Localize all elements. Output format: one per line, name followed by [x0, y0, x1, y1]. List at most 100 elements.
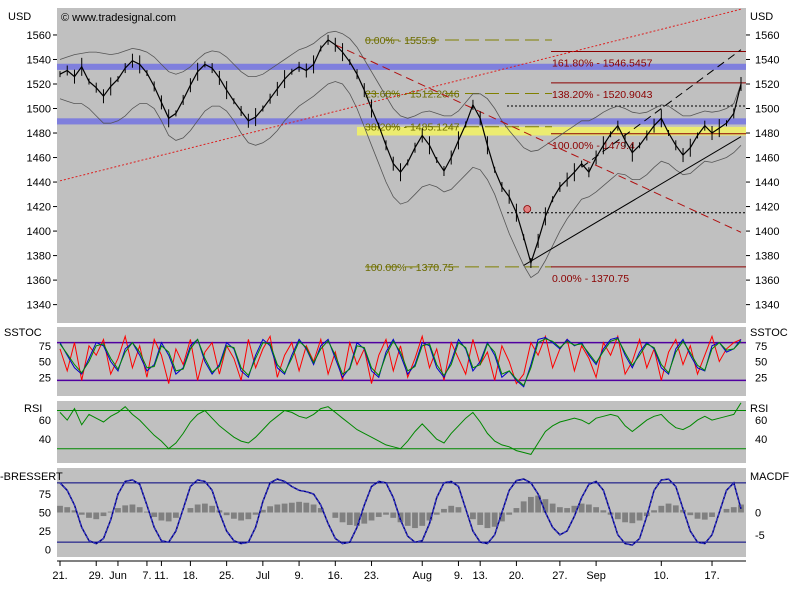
macd-hist-bar [636, 512, 643, 521]
fib-extension-label-2: 100.00% - 1479.4 [552, 140, 635, 152]
price-ytick-label-left: 1500 [27, 104, 51, 116]
source-label: © www.tradesignal.com [61, 12, 176, 24]
macd-hist-bar [375, 512, 382, 517]
macd-hist-bar [499, 512, 505, 522]
yellow-band [357, 126, 746, 136]
macd-hist-bar [455, 507, 462, 513]
sstoc-ytick-label-left: 25 [39, 372, 51, 384]
macdf-ytick-label: -5 [755, 530, 765, 542]
price-ytick-label-right: 1340 [755, 300, 779, 312]
rsi-ytick-label-left: 60 [39, 415, 51, 427]
macd-hist-bar [57, 505, 63, 513]
bressert-ytick-label: 50 [39, 508, 51, 520]
macd-hist-bar [426, 512, 433, 521]
fib-retracement-label-2: 38.20% - 1485.1247 [365, 122, 460, 134]
sstoc-ytick-label-right: 50 [755, 357, 767, 369]
price-ytick-label-left: 1560 [27, 30, 51, 42]
bressert-panel [57, 478, 746, 546]
macd-hist-bar [593, 507, 600, 513]
x-tick-label: 10. [654, 570, 669, 582]
sstoc-series-signal [59, 338, 742, 387]
macdf-label: MACDF [750, 471, 789, 483]
x-tick-label: 29. [89, 570, 104, 582]
macd-hist-bar [158, 512, 165, 521]
price-ytick-label-right: 1360 [755, 275, 779, 287]
x-tick-label: 9. [454, 570, 463, 582]
sstoc-panel [57, 334, 746, 388]
x-tick-label: 25. [219, 570, 234, 582]
rsi-label-left: RSI [24, 403, 42, 415]
macd-hist-bar [339, 512, 346, 523]
price-ytick-label-left: 1520 [27, 79, 51, 91]
macd-hist-bar [687, 512, 694, 516]
price-ytick-label-right: 1420 [755, 202, 779, 214]
macd-hist-bar [528, 496, 534, 513]
macd-hist-bar [723, 508, 730, 513]
macd-hist-bar [86, 512, 92, 518]
sstoc-label-left: SSTOC [4, 327, 42, 339]
price-ytick-label-left: 1540 [27, 54, 51, 66]
macd-hist-bar [564, 508, 571, 513]
macd-hist-bar [491, 512, 498, 527]
price-ytick-label-left: 1340 [27, 300, 51, 312]
price-ytick-label-left: 1460 [27, 153, 51, 165]
macd-hist-bar [267, 506, 273, 513]
macd-hist-bar [245, 512, 252, 520]
price-ytick-label-left: 1420 [27, 202, 51, 214]
x-tick-label: Sep [586, 570, 606, 582]
trendline-channel-lower [523, 136, 742, 266]
x-tick-label: 18. [183, 570, 198, 582]
fib-extension-label-0: 161.80% - 1546.5457 [552, 57, 653, 69]
macd-hist-bar [296, 501, 302, 513]
pivot-marker [523, 205, 532, 213]
trendline-downtrend [335, 44, 742, 233]
macd-hist-bar [317, 508, 324, 513]
macd-hist-bar [419, 512, 426, 526]
macd-hist-bar [78, 512, 85, 515]
macd-hist-bar [585, 504, 592, 513]
rsi-panel-bg [57, 401, 746, 463]
x-tick-label: 27. [552, 570, 567, 582]
price-ytick-label-left: 1380 [27, 251, 51, 263]
macd-hist-bar [571, 505, 578, 513]
bressert-ytick-label: 0 [45, 545, 51, 557]
axes-labels: 1340 1340 1360 1360 1380 1380 1400 1400 1420 1420… [27, 30, 780, 582]
rsi-ytick-label-right: 40 [755, 434, 767, 446]
macd-hist-bar [115, 508, 121, 513]
resistance-band-0 [57, 63, 746, 70]
sstoc-ytick-label-right: 25 [755, 372, 767, 384]
macd-hist-bar [694, 512, 701, 519]
price-ytick-label-right: 1520 [755, 79, 779, 91]
macd-hist-bar [404, 512, 411, 526]
macd-hist-bar [201, 503, 208, 513]
sstoc-ytick-label-left: 75 [39, 341, 51, 353]
price-ytick-label-right: 1500 [755, 104, 779, 116]
fib-retracement-label-1: 23.60% - 1512.2046 [365, 89, 460, 101]
macd-hist-bar [238, 512, 245, 521]
y-axis-unit-left: USD [8, 11, 31, 23]
macd-hist-bar [230, 512, 237, 519]
price-panel-bg [57, 8, 746, 323]
macd-hist-bar [622, 512, 628, 523]
macd-hist-bar [136, 507, 143, 513]
macd-hist-bar [93, 512, 100, 520]
macd-hist-bar [223, 512, 230, 516]
x-tick-label: 17. [704, 570, 719, 582]
macd-hist-bar [209, 505, 216, 513]
sstoc-series-slow [59, 337, 742, 388]
price-ytick-label-left: 1400 [27, 226, 51, 238]
macd-hist-bar [448, 505, 455, 513]
macd-hist-bar [390, 512, 397, 518]
macd-hist-bar [151, 512, 158, 517]
y-axis-unit-right: USD [750, 11, 773, 23]
macd-hist-bar [187, 508, 194, 513]
rsi-line [59, 402, 742, 455]
macd-hist-bar [600, 510, 607, 513]
rsi-ytick-label-right: 60 [755, 415, 767, 427]
macd-hist-bar [433, 512, 440, 515]
macd-hist-bar [665, 503, 672, 513]
macd-hist-bar [383, 512, 389, 515]
x-tick-label: 23. [364, 570, 379, 582]
x-tick-label: 20. [509, 570, 524, 582]
